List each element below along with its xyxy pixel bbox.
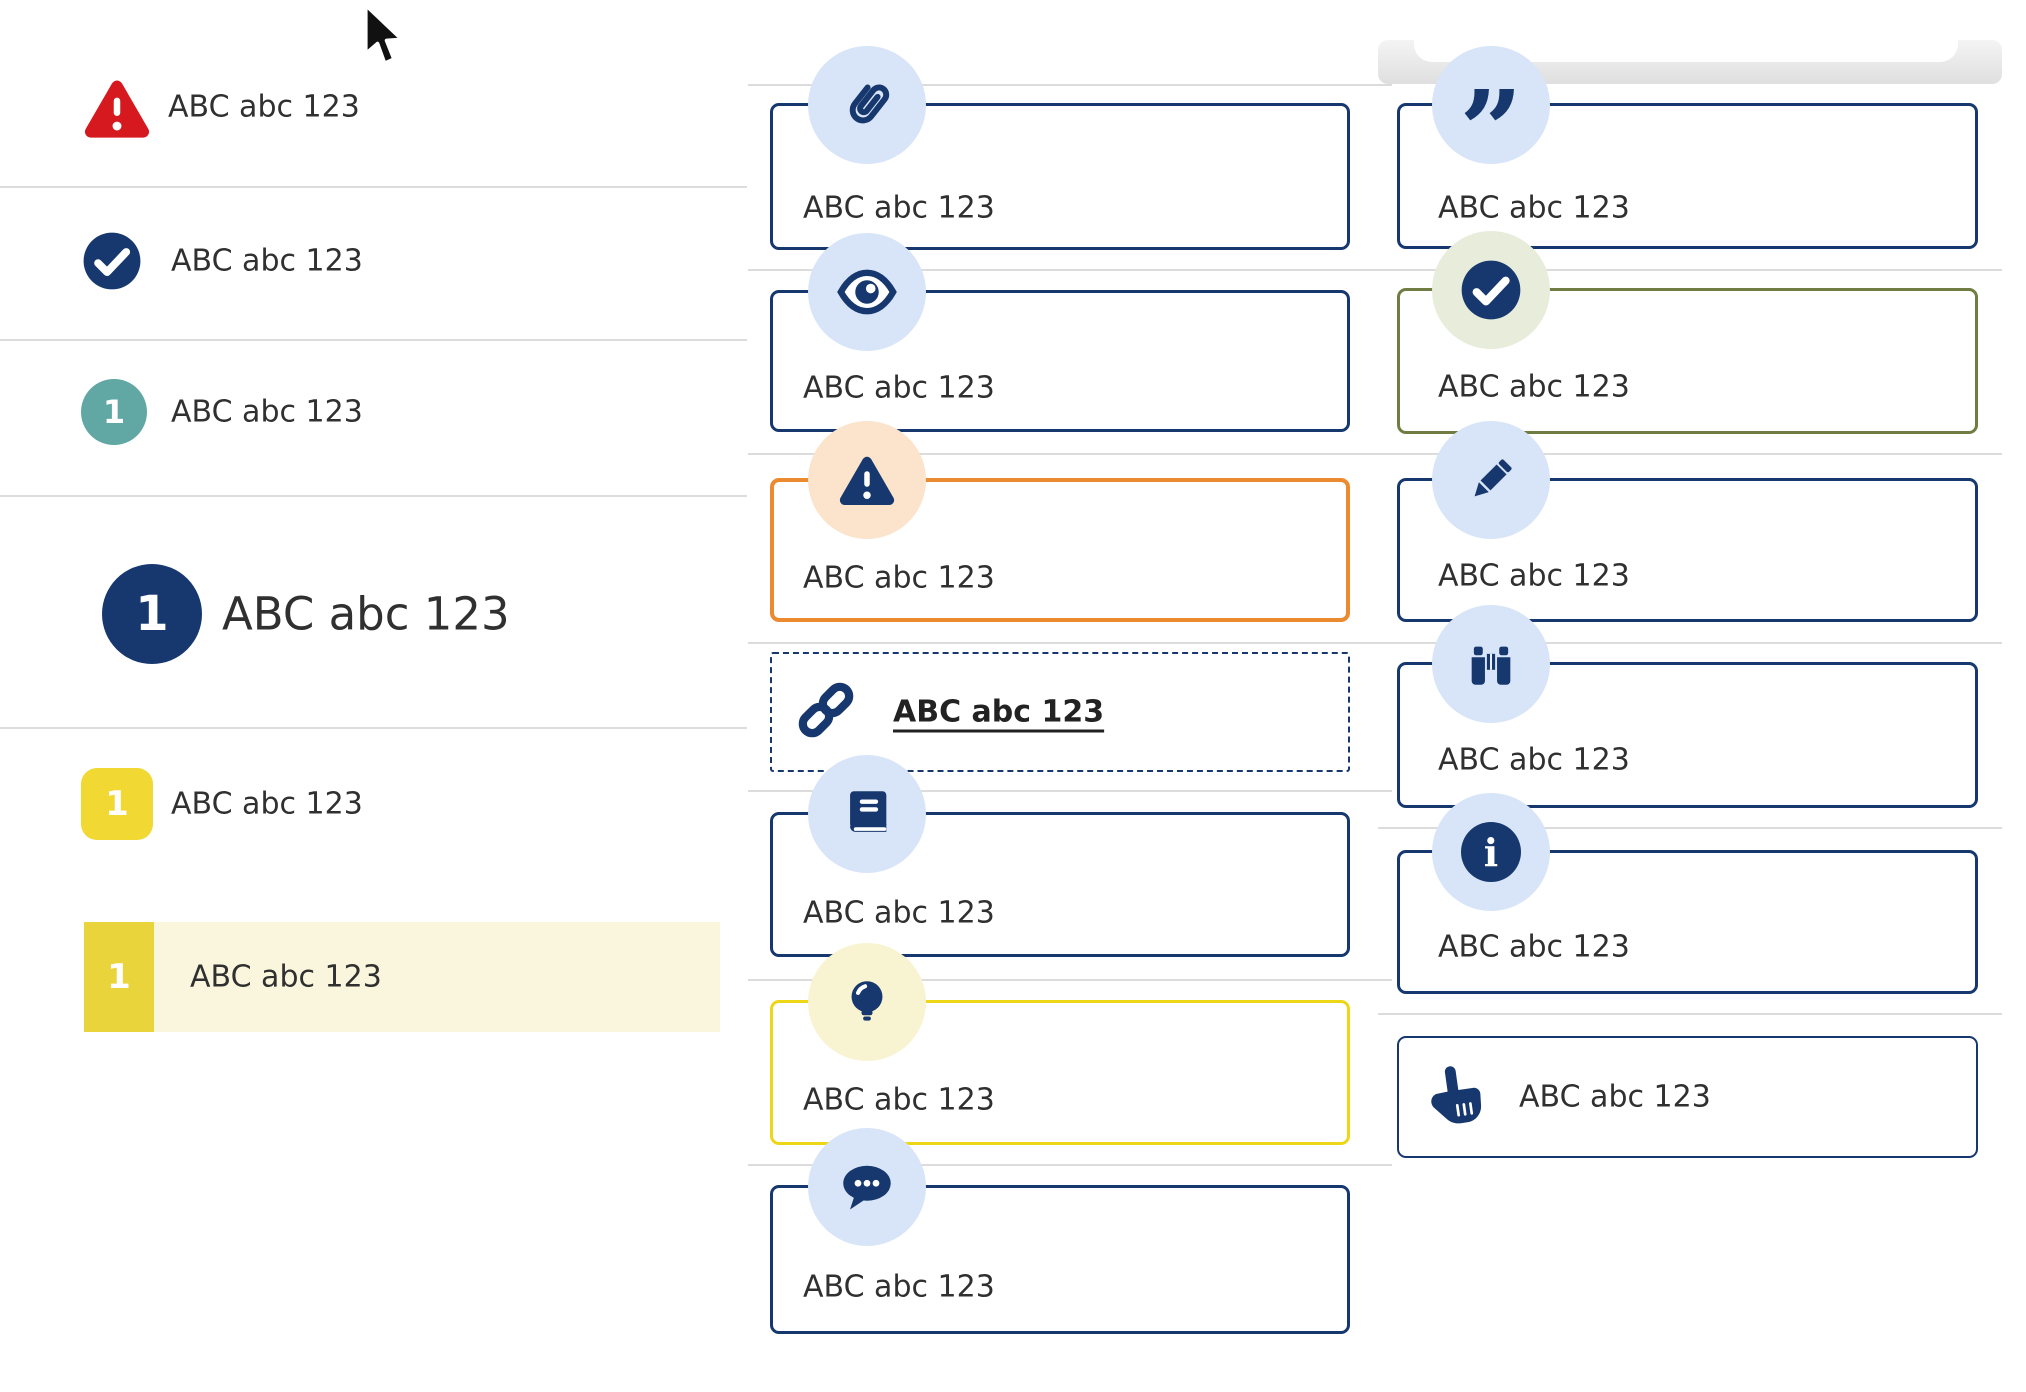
- icon-badge: i: [1432, 793, 1550, 911]
- card-label[interactable]: ABC abc 123: [1519, 1079, 1711, 1115]
- binoculars-icon: [1462, 635, 1520, 693]
- icon-badge: [808, 943, 926, 1061]
- divider: [748, 642, 2002, 644]
- warning-triangle-icon: [837, 451, 897, 509]
- card-label: ABC abc 123: [803, 370, 995, 406]
- mouse-cursor-icon: [360, 2, 406, 68]
- icon-badge: [1432, 231, 1550, 349]
- link-icon: [792, 676, 860, 744]
- number-badge-yellow: 1: [84, 922, 154, 1032]
- badge-number: 1: [102, 393, 126, 431]
- lightbulb-icon: [838, 973, 896, 1031]
- number-badge-yellow: 1: [81, 768, 153, 840]
- divider: [0, 339, 747, 341]
- hand-pointer-icon: [1418, 1060, 1490, 1132]
- card-label: ABC abc 123: [1438, 190, 1630, 226]
- divider: [748, 453, 2002, 455]
- list-item-label: ABC abc 123: [171, 786, 363, 822]
- speech-bubble-icon: [837, 1157, 897, 1217]
- icon-badge: [1432, 605, 1550, 723]
- list-item-label: ABC abc 123: [190, 959, 382, 995]
- list-item-label: ABC abc 123: [168, 89, 360, 125]
- paperclip-icon: [836, 74, 898, 136]
- icon-badge: ”: [1432, 46, 1550, 186]
- alert-triangle-icon: [78, 74, 156, 142]
- divider: [748, 979, 1392, 981]
- card-label: ABC abc 123: [803, 895, 995, 931]
- list-item-label: ABC abc 123: [171, 394, 363, 430]
- badge-number: 1: [107, 957, 131, 997]
- badge-number: 1: [105, 784, 129, 824]
- list-item-label: ABC abc 123: [171, 243, 363, 279]
- badge-number: 1: [135, 586, 169, 642]
- divider: [748, 84, 1392, 86]
- divider: [1378, 1013, 2002, 1015]
- divider: [0, 186, 747, 188]
- card-label: ABC abc 123: [1438, 929, 1630, 965]
- icon-badge: [808, 1128, 926, 1246]
- icon-badge: [808, 233, 926, 351]
- callout-card-attachment: [770, 103, 1350, 250]
- card-label: ABC abc 123: [1438, 742, 1630, 778]
- book-icon: [838, 785, 896, 843]
- eye-icon: [835, 260, 899, 324]
- card-link-text[interactable]: ABC abc 123: [893, 694, 1105, 730]
- card-label: ABC abc 123: [803, 1269, 995, 1305]
- divider: [748, 269, 2002, 271]
- icon-badge: [808, 46, 926, 164]
- callout-card-link: [770, 652, 1350, 772]
- icon-badge: [808, 755, 926, 873]
- info-icon: i: [1461, 822, 1521, 882]
- callout-card-action[interactable]: [1397, 1036, 1978, 1158]
- icon-badge: [808, 421, 926, 539]
- card-label: ABC abc 123: [1438, 558, 1630, 594]
- divider: [748, 1164, 1392, 1166]
- divider: [748, 790, 1392, 792]
- check-circle-icon: [81, 230, 143, 292]
- icon-badge: [1432, 421, 1550, 539]
- divider: [0, 727, 747, 729]
- pencil-icon: [1462, 451, 1520, 509]
- divider: [1378, 827, 2002, 829]
- divider: [0, 495, 747, 497]
- number-badge: 1: [81, 379, 147, 445]
- card-label: ABC abc 123: [1438, 369, 1630, 405]
- card-label: ABC abc 123: [803, 560, 995, 596]
- check-circle-icon: [1459, 258, 1523, 322]
- card-label: ABC abc 123: [803, 1082, 995, 1118]
- heading-label: ABC abc 123: [222, 587, 510, 641]
- highlighted-row: [84, 922, 720, 1032]
- card-label: ABC abc 123: [803, 190, 995, 226]
- number-badge-large: 1: [102, 564, 202, 664]
